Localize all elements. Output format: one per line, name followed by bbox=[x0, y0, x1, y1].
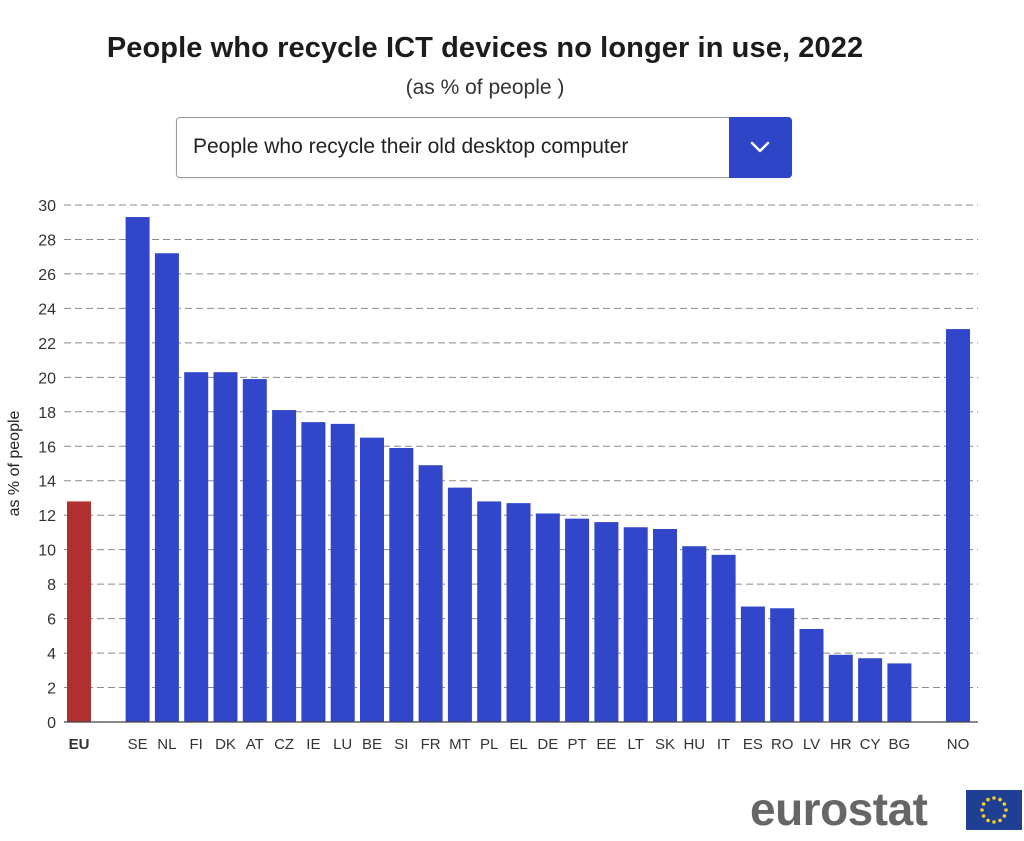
flag-star bbox=[1002, 802, 1007, 806]
y-tick-label: 2 bbox=[47, 681, 56, 698]
bar-lu bbox=[330, 423, 355, 722]
x-tick-label: BE bbox=[362, 736, 382, 753]
flag-star bbox=[992, 820, 996, 824]
x-tick-label: NO bbox=[947, 736, 970, 753]
bar-bg bbox=[887, 663, 912, 722]
bar-nl bbox=[154, 253, 179, 722]
bar-sk bbox=[653, 528, 677, 722]
chart-subtitle: (as % of people ) bbox=[405, 76, 565, 99]
bar-eu bbox=[67, 501, 91, 722]
x-tick-label: SK bbox=[655, 736, 675, 753]
bar-ro bbox=[770, 608, 795, 722]
x-tick-label: NL bbox=[157, 736, 176, 753]
flag-star bbox=[998, 818, 1002, 823]
flag-star bbox=[992, 796, 996, 800]
logo-text: eurostat bbox=[750, 783, 928, 835]
flag-star bbox=[986, 797, 990, 802]
bar-ie bbox=[301, 422, 326, 722]
x-tick-label: FR bbox=[421, 736, 441, 753]
flag-star bbox=[980, 808, 984, 812]
indicator-dropdown[interactable]: People who recycle their old desktop com… bbox=[176, 117, 792, 178]
x-tick-label: PL bbox=[480, 736, 498, 753]
x-tick-label: RO bbox=[771, 736, 794, 753]
y-tick-label: 22 bbox=[38, 336, 56, 353]
flag-star bbox=[981, 814, 986, 818]
y-tick-label: 6 bbox=[47, 612, 56, 629]
y-tick-label: 30 bbox=[38, 198, 56, 215]
bar-mt bbox=[447, 487, 472, 722]
bar-dk bbox=[213, 372, 238, 722]
flag-star bbox=[1002, 814, 1007, 818]
y-tick-label: 12 bbox=[38, 508, 56, 525]
x-tick-label: MT bbox=[449, 736, 471, 753]
bar-lt bbox=[623, 527, 648, 722]
y-tick-label: 0 bbox=[47, 715, 56, 732]
bar-at bbox=[242, 379, 267, 722]
y-tick-label: 20 bbox=[38, 370, 56, 387]
y-tick-label: 4 bbox=[47, 646, 56, 663]
x-tick-label: LT bbox=[627, 736, 643, 753]
x-tick-label: FI bbox=[190, 736, 203, 753]
chart-title: People who recycle ICT devices no longer… bbox=[106, 32, 864, 64]
x-tick-label: IE bbox=[306, 736, 320, 753]
bar-cz bbox=[272, 410, 297, 722]
bar-fr bbox=[418, 465, 443, 722]
bar-no bbox=[946, 329, 970, 722]
dropdown-toggle-button[interactable] bbox=[729, 117, 792, 178]
y-tick-label: 16 bbox=[38, 439, 56, 456]
bar-si bbox=[389, 447, 414, 722]
bar-pt bbox=[565, 518, 590, 722]
x-tick-label: BG bbox=[889, 736, 911, 753]
x-tick-label: ES bbox=[743, 736, 763, 753]
flag-star bbox=[981, 802, 986, 806]
y-tick-label: 26 bbox=[38, 267, 56, 284]
bar-be bbox=[360, 437, 384, 722]
x-tick-label: IT bbox=[717, 736, 730, 753]
y-tick-label: 10 bbox=[38, 543, 56, 560]
x-tick-label: SE bbox=[128, 736, 148, 753]
x-tick-label: AT bbox=[246, 736, 264, 753]
x-tick-label: CY bbox=[860, 736, 881, 753]
x-tick-label: PT bbox=[568, 736, 587, 753]
y-tick-label: 14 bbox=[38, 474, 56, 491]
bar-de bbox=[535, 513, 560, 722]
y-tick-label: 8 bbox=[47, 577, 56, 594]
x-tick-label: HR bbox=[830, 736, 852, 753]
bar-es bbox=[740, 606, 765, 722]
x-tick-label: HU bbox=[683, 736, 705, 753]
bar-el bbox=[506, 503, 531, 722]
y-tick-label: 28 bbox=[38, 232, 56, 249]
dropdown-selected-value: People who recycle their old desktop com… bbox=[193, 135, 629, 158]
bar-ee bbox=[594, 522, 619, 722]
x-tick-label: DK bbox=[215, 736, 236, 753]
bar-it bbox=[711, 554, 736, 722]
x-tick-label: EE bbox=[596, 736, 616, 753]
bar-lv bbox=[799, 628, 824, 722]
x-tick-label: DE bbox=[537, 736, 558, 753]
y-axis-title: as % of people bbox=[6, 410, 23, 516]
x-tick-label: SI bbox=[394, 736, 408, 753]
x-tick-label: LV bbox=[803, 736, 820, 753]
bar-pl bbox=[477, 501, 502, 722]
chevron-down-icon bbox=[750, 141, 770, 153]
x-tick-label: CZ bbox=[274, 736, 294, 753]
x-tick-label: EL bbox=[509, 736, 527, 753]
x-tick-label: LU bbox=[333, 736, 352, 753]
y-tick-label: 24 bbox=[38, 301, 56, 318]
x-tick-label: EU bbox=[69, 736, 90, 753]
eu-flag-icon bbox=[966, 790, 1022, 830]
bar-cy bbox=[858, 658, 883, 722]
bar-fi bbox=[184, 372, 209, 722]
bar-se bbox=[125, 217, 150, 722]
y-tick-label: 18 bbox=[38, 405, 56, 422]
bar-hu bbox=[682, 546, 707, 722]
bar-hr bbox=[828, 654, 853, 722]
flag-star bbox=[998, 797, 1002, 802]
flag-star bbox=[986, 818, 990, 823]
flag-star bbox=[1004, 808, 1008, 812]
